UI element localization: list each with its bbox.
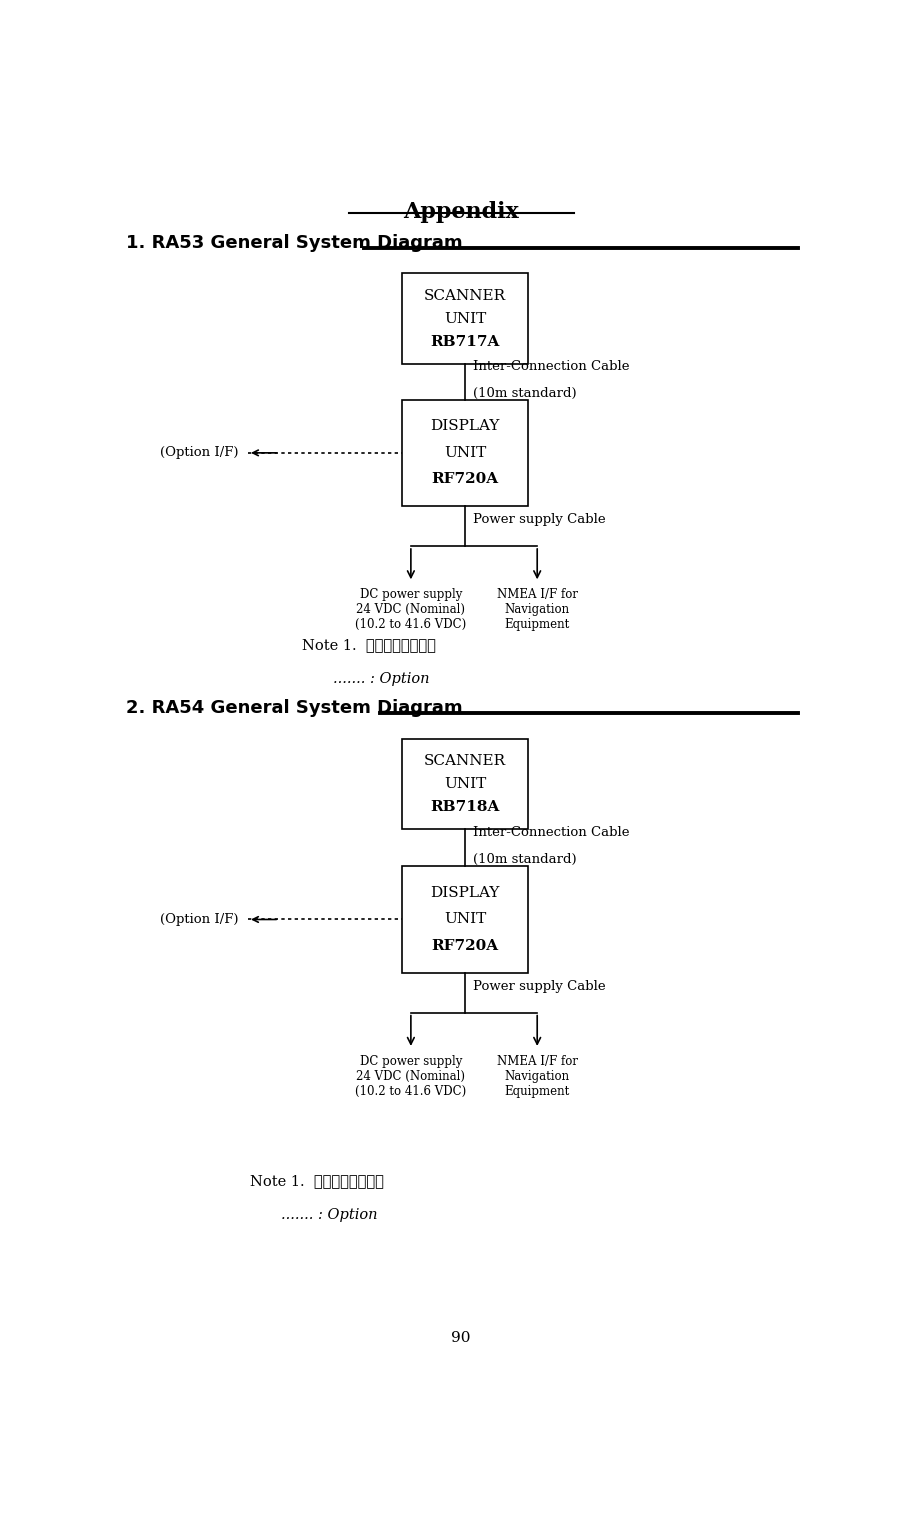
Text: ....... : Option: ....... : Option	[282, 1209, 378, 1222]
Text: DC power supply
24 VDC (Nominal)
(10.2 to 41.6 VDC): DC power supply 24 VDC (Nominal) (10.2 t…	[356, 588, 466, 631]
Text: DISPLAY: DISPLAY	[430, 419, 500, 434]
Text: (Option I/F): (Option I/F)	[160, 912, 238, 926]
Text: UNIT: UNIT	[444, 776, 486, 792]
Bar	[402, 274, 528, 364]
Text: NMEA I/F for
Navigation
Equipment: NMEA I/F for Navigation Equipment	[497, 588, 578, 631]
Text: UNIT: UNIT	[444, 312, 486, 325]
Text: (10m standard): (10m standard)	[472, 853, 577, 866]
Bar	[402, 738, 528, 830]
Text: Note 1.  点線はオプション: Note 1. 点線はオプション	[250, 1175, 384, 1189]
Text: (Option I/F): (Option I/F)	[160, 446, 238, 460]
Bar	[402, 400, 528, 506]
Text: RF720A: RF720A	[432, 940, 499, 953]
Text: Note 1.  点線はオプション: Note 1. 点線はオプション	[302, 639, 436, 652]
Text: ....... : Option: ....... : Option	[333, 672, 430, 686]
Text: SCANNER: SCANNER	[424, 289, 506, 303]
Text: Power supply Cable: Power supply Cable	[472, 979, 606, 993]
Text: UNIT: UNIT	[444, 912, 486, 926]
Text: (10m standard): (10m standard)	[472, 387, 577, 400]
Text: NMEA I/F for
Navigation
Equipment: NMEA I/F for Navigation Equipment	[497, 1054, 578, 1099]
Text: Appendix: Appendix	[403, 202, 519, 223]
Text: RB717A: RB717A	[430, 335, 500, 348]
Text: UNIT: UNIT	[444, 446, 486, 460]
Text: 1. RA53 General System Diagram: 1. RA53 General System Diagram	[126, 234, 464, 252]
Bar	[402, 866, 528, 973]
Text: RB718A: RB718A	[430, 799, 500, 814]
Text: SCANNER: SCANNER	[424, 755, 506, 769]
Text: 2. RA54 General System Diagram: 2. RA54 General System Diagram	[126, 700, 464, 717]
Text: Power supply Cable: Power supply Cable	[472, 513, 606, 526]
Text: Inter-Connection Cable: Inter-Connection Cable	[472, 827, 629, 839]
Text: RF720A: RF720A	[432, 472, 499, 486]
Text: Inter-Connection Cable: Inter-Connection Cable	[472, 361, 629, 373]
Text: DISPLAY: DISPLAY	[430, 886, 500, 900]
Text: 90: 90	[452, 1331, 471, 1345]
Text: DC power supply
24 VDC (Nominal)
(10.2 to 41.6 VDC): DC power supply 24 VDC (Nominal) (10.2 t…	[356, 1054, 466, 1099]
